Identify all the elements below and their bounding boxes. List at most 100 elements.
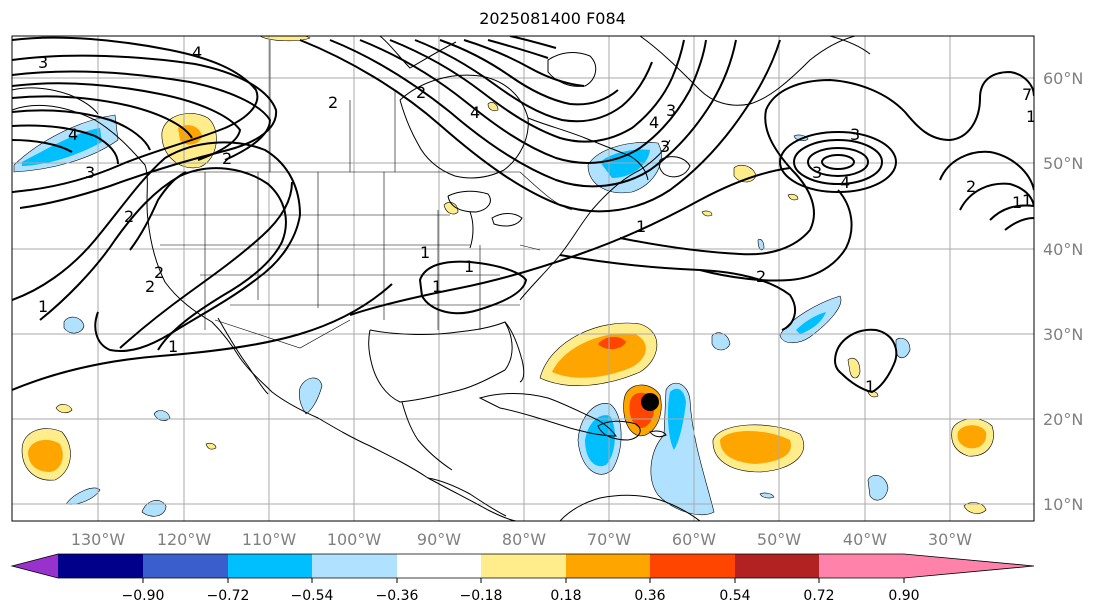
contour-label: 3 — [666, 101, 676, 120]
contour-label: 2 — [328, 93, 338, 112]
shaded-region-negative — [796, 312, 826, 334]
contour-label: 3 — [38, 53, 48, 72]
colorbar-tick-label: −0.72 — [207, 588, 250, 604]
graticule — [12, 36, 1034, 521]
latitude-axis: 60°N 50°N 40°N 30°N 20°N 10°N — [1043, 69, 1083, 514]
colorbar-segment — [650, 554, 735, 578]
lat-label: 50°N — [1043, 154, 1083, 173]
colorbar-tick-label: 0.54 — [719, 588, 750, 604]
shaded-region-positive — [957, 425, 987, 449]
colorbar-tick-label: −0.18 — [460, 588, 503, 604]
lat-label: 20°N — [1043, 410, 1083, 429]
shaded-region-negative — [298, 377, 323, 415]
shaded-region-negative — [650, 382, 715, 516]
shaded-region-negative — [585, 415, 615, 467]
shaded-region-positive — [598, 336, 626, 350]
contour-lines — [12, 36, 1034, 394]
shaded-region-positive — [963, 502, 987, 514]
colorbar-segment — [735, 554, 819, 578]
colorbar-tick-label: 0.36 — [634, 588, 665, 604]
contour-label: 1 — [865, 377, 875, 396]
contour-label: 7 — [1022, 85, 1032, 104]
shaded-region-positive — [787, 193, 799, 201]
contour-label: 2 — [416, 83, 426, 102]
colorbar-segment — [143, 554, 228, 578]
political-boundaries — [150, 40, 573, 349]
contour-label: 2 — [756, 267, 766, 286]
shaded-region-negative — [895, 337, 911, 359]
lon-label: 60°W — [672, 530, 716, 549]
shaded-region-negative — [759, 492, 775, 499]
contour-label: 2 — [145, 277, 155, 296]
lon-label: 70°W — [587, 530, 631, 549]
lon-label: 100°W — [327, 530, 382, 549]
contour-label: 2 — [222, 149, 232, 168]
contour-label: 1 — [1026, 107, 1036, 126]
shaded-anomaly-layer — [13, 36, 994, 517]
lon-label: 30°W — [928, 530, 972, 549]
shaded-region-positive — [259, 36, 311, 42]
contour-label: 1 — [1012, 193, 1022, 212]
shaded-region-negative — [711, 332, 731, 351]
contour-label: 1 — [1022, 191, 1032, 210]
colorbar-tick-label: 0.72 — [803, 588, 834, 604]
shaded-region-positive — [55, 404, 73, 414]
contour-label: 4 — [649, 113, 659, 132]
colorbar-segment — [819, 554, 904, 578]
colorbar-segment — [566, 554, 650, 578]
lon-label: 120°W — [157, 530, 212, 549]
contour-label: 1 — [464, 257, 474, 276]
colorbar-segment — [312, 554, 397, 578]
contour-label: 1 — [432, 277, 442, 296]
contour-label: 4 — [840, 173, 850, 192]
colorbar-extend-high — [904, 554, 1034, 578]
map-title: 2025081400 F084 — [479, 9, 626, 28]
map-frame — [11, 35, 1035, 522]
contour-label: 1 — [168, 337, 178, 356]
contour-label: 4 — [192, 43, 202, 62]
lat-label: 60°N — [1043, 69, 1083, 88]
lat-label: 40°N — [1043, 240, 1083, 259]
colorbar-outline — [10, 553, 1035, 579]
contour-label: 1 — [38, 297, 48, 316]
contour-label: 4 — [470, 103, 480, 122]
contour-label: 1 — [636, 217, 646, 236]
lon-label: 80°W — [502, 530, 546, 549]
colorbar-segment — [228, 554, 312, 578]
shaded-region-positive — [205, 442, 217, 450]
colorbar-tick-label: 0.90 — [888, 588, 919, 604]
storm-center-marker — [641, 393, 659, 411]
colorbar-tick-label: −0.90 — [122, 588, 165, 604]
shaded-region-negative — [757, 238, 765, 251]
lat-label: 10°N — [1043, 495, 1083, 514]
shaded-region-positive — [701, 210, 713, 217]
colorbar-segment — [58, 554, 143, 578]
contour-label: 2 — [124, 207, 134, 226]
colorbar-tick-label: −0.54 — [291, 588, 334, 604]
contour-label: 4 — [68, 125, 78, 144]
contour-label: 3 — [850, 125, 860, 144]
shaded-region-positive — [28, 439, 63, 472]
map-canvas: 4 3 3 4 2 2 2 1 1 2 1 2 4 3 3 4 2 1 1 2 … — [12, 36, 1036, 521]
colorbar-extend-low — [12, 554, 58, 578]
contour-label: 3 — [85, 163, 95, 182]
shaded-region-positive — [487, 102, 499, 112]
lon-label: 40°W — [843, 530, 887, 549]
lon-label: 90°W — [417, 530, 461, 549]
colorbar-segment — [397, 554, 481, 578]
longitude-axis: 130°W 120°W 110°W 100°W 90°W 80°W 70°W 6… — [71, 530, 972, 549]
lat-label: 30°N — [1043, 325, 1083, 344]
lon-label: 110°W — [242, 530, 297, 549]
shaded-region-negative — [65, 487, 101, 505]
shaded-region-positive — [443, 202, 459, 215]
contour-label: 3 — [660, 137, 670, 156]
lon-label: 130°W — [71, 530, 126, 549]
shaded-region-positive — [847, 357, 861, 379]
shaded-region-negative — [867, 475, 889, 501]
colorbar-tick-label: −0.36 — [376, 588, 419, 604]
contour-label: 2 — [154, 263, 164, 282]
shaded-region-positive — [720, 431, 791, 464]
colorbar-segment — [481, 554, 566, 578]
shaded-region-negative — [141, 500, 167, 517]
